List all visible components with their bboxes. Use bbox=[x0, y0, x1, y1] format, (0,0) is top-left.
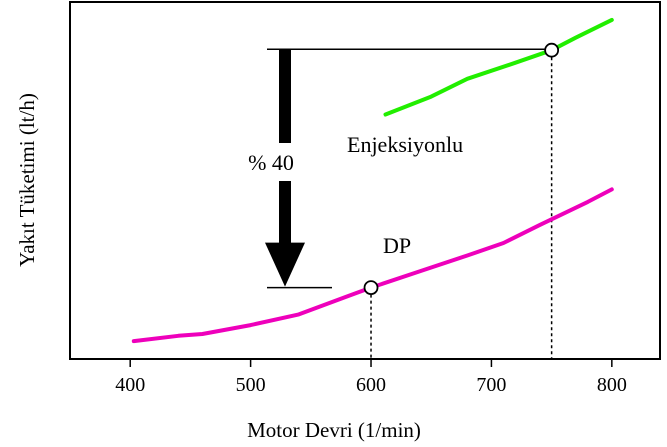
x-tick-label-700: 700 bbox=[476, 374, 506, 396]
enjeksiyonlu-label: Enjeksiyonlu bbox=[347, 132, 463, 157]
marker-enjeksiyonlu bbox=[544, 42, 560, 58]
reduction-arrow-head bbox=[265, 242, 305, 287]
series-line-dp bbox=[131, 187, 614, 344]
x-tick-label-500: 500 bbox=[236, 374, 266, 396]
y-axis-title: Yakıt Tüketimi (lt/h) bbox=[15, 93, 39, 267]
x-tick-label-800: 800 bbox=[597, 374, 627, 396]
x-axis-title: Motor Devri (1/min) bbox=[247, 418, 421, 442]
x-tick-label-600: 600 bbox=[356, 374, 386, 396]
dp-label: DP bbox=[383, 233, 411, 258]
x-axis-ticks: 400 500 600 700 800 bbox=[115, 359, 627, 396]
reduction-label: % 40 bbox=[248, 150, 294, 175]
x-tick-label-400: 400 bbox=[115, 374, 145, 396]
series-line-enjeksiyonlu bbox=[383, 17, 614, 117]
plot-frame bbox=[69, 1, 661, 360]
marker-dp bbox=[363, 280, 379, 296]
reduction-label-background bbox=[236, 143, 308, 181]
